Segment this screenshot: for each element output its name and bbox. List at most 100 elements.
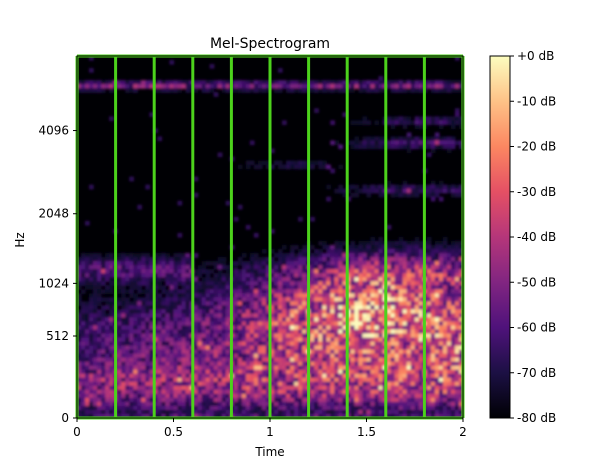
- heatmap-cell: [410, 253, 416, 258]
- heatmap-cell: [97, 389, 102, 395]
- heatmap-cell: [217, 373, 223, 379]
- heatmap-cell: [237, 369, 243, 375]
- heatmap-cell: [358, 289, 364, 294]
- heatmap-cell: [438, 313, 444, 319]
- heatmap-cell: [294, 397, 299, 403]
- heatmap-cell: [342, 333, 347, 339]
- heatmap-cell: [298, 337, 303, 343]
- heatmap-cell: [282, 353, 287, 359]
- heatmap-cell: [402, 257, 408, 262]
- heatmap-cell: [390, 269, 396, 274]
- heatmap-cell: [181, 261, 187, 266]
- heatmap-cell: [402, 144, 408, 150]
- heatmap-cell: [378, 76, 384, 81]
- heatmap-cell: [370, 389, 376, 395]
- heatmap-cell: [105, 385, 110, 391]
- heatmap-cell: [362, 389, 368, 395]
- heatmap-cell: [157, 88, 163, 93]
- heatmap-cell: [450, 337, 456, 343]
- heatmap-cell: [442, 345, 448, 351]
- heatmap-cell: [249, 393, 255, 399]
- heatmap-cell: [290, 357, 295, 363]
- heatmap-cell: [286, 353, 291, 359]
- heatmap-cell: [265, 325, 271, 331]
- heatmap-cell: [121, 369, 126, 375]
- heatmap-cell: [350, 405, 356, 411]
- heatmap-cell: [354, 329, 360, 335]
- heatmap-cell: [245, 413, 251, 418]
- heatmap-cell: [310, 405, 315, 411]
- heatmap-cell: [366, 305, 372, 310]
- heatmap-cell: [137, 373, 142, 379]
- heatmap-cell: [370, 365, 376, 371]
- heatmap-cell: [402, 349, 408, 355]
- heatmap-cell: [390, 405, 396, 411]
- heatmap-cell: [185, 285, 191, 290]
- heatmap-cell: [326, 373, 331, 379]
- heatmap-cell: [330, 80, 335, 85]
- heatmap-cell: [358, 381, 364, 387]
- heatmap-cell: [237, 257, 243, 262]
- heatmap-cell: [390, 120, 396, 125]
- heatmap-cell: [314, 377, 319, 383]
- heatmap-cell: [398, 253, 404, 258]
- heatmap-cell: [157, 273, 163, 278]
- heatmap-cell: [165, 345, 171, 351]
- heatmap-cell: [253, 373, 259, 379]
- heatmap-cell: [274, 313, 279, 319]
- heatmap-cell: [426, 277, 432, 282]
- heatmap-cell: [370, 313, 376, 319]
- heatmap-cell: [386, 313, 392, 319]
- heatmap-cell: [446, 309, 452, 315]
- heatmap-cell: [270, 377, 275, 383]
- heatmap-cell: [101, 313, 106, 319]
- heatmap-cell: [390, 393, 396, 399]
- heatmap-cell: [249, 257, 255, 262]
- heatmap-cell: [378, 249, 384, 254]
- heatmap-cell: [350, 353, 356, 359]
- heatmap-cell: [241, 357, 247, 363]
- heatmap-cell: [438, 329, 444, 335]
- heatmap-cell: [390, 289, 396, 294]
- heatmap-cell: [77, 357, 82, 363]
- heatmap-cell: [430, 329, 436, 335]
- heatmap-cell: [378, 261, 384, 266]
- heatmap-cell: [458, 361, 463, 367]
- heatmap-cell: [386, 305, 392, 310]
- heatmap-cell: [430, 397, 436, 403]
- heatmap-cell: [394, 257, 400, 262]
- heatmap-cell: [201, 281, 207, 286]
- heatmap-cell: [318, 293, 323, 298]
- heatmap-cell: [446, 381, 452, 387]
- heatmap-cell: [241, 269, 247, 274]
- heatmap-cell: [386, 241, 392, 246]
- heatmap-cell: [193, 409, 199, 415]
- heatmap-cell: [326, 381, 331, 387]
- heatmap-cell: [137, 349, 142, 355]
- heatmap-cell: [149, 313, 154, 319]
- heatmap-cell: [362, 413, 368, 418]
- heatmap-cell: [398, 265, 404, 270]
- heatmap-cell: [310, 401, 315, 407]
- heatmap-cell: [265, 365, 271, 371]
- heatmap-cell: [310, 409, 315, 415]
- heatmap-cell: [278, 257, 283, 262]
- heatmap-cell: [374, 273, 380, 278]
- heatmap-cell: [398, 413, 404, 418]
- heatmap-cell: [370, 245, 376, 250]
- heatmap-cell: [97, 293, 102, 298]
- heatmap-cell: [362, 184, 368, 190]
- heatmap-cell: [310, 341, 315, 347]
- heatmap-cell: [430, 353, 436, 359]
- heatmap-cell: [225, 393, 231, 399]
- heatmap-cell: [434, 377, 440, 383]
- heatmap-cell: [117, 253, 122, 258]
- heatmap-cell: [438, 285, 444, 290]
- heatmap-cell: [426, 136, 432, 142]
- heatmap-cell: [253, 313, 259, 319]
- heatmap-cell: [430, 120, 436, 125]
- colorbar: +0 dB-10 dB-20 dB-30 dB-40 dB-50 dB-60 d…: [489, 49, 556, 425]
- heatmap-cell: [398, 297, 404, 302]
- heatmap-cell: [121, 297, 126, 302]
- heatmap-cell: [97, 257, 102, 262]
